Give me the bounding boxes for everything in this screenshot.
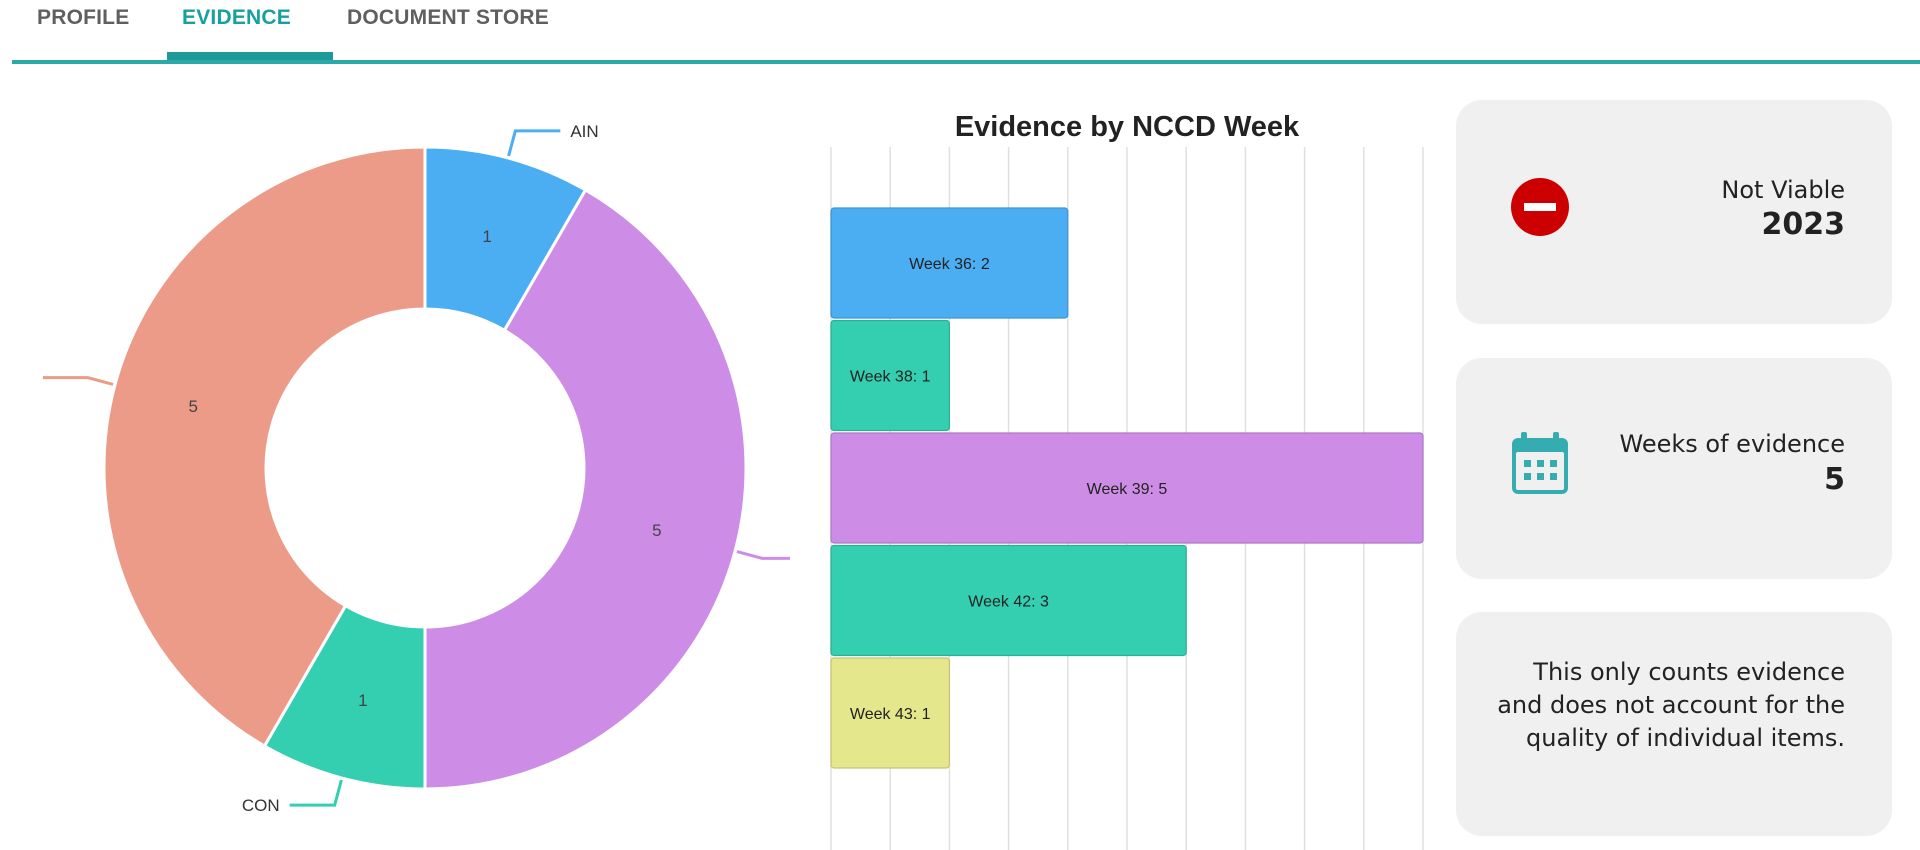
donut-value-label: 5 (652, 521, 661, 540)
donut-leader-line (289, 779, 343, 807)
donut-slice (423, 188, 748, 791)
donut-leader-line (42, 376, 114, 386)
bar (830, 544, 1187, 657)
bar-label: Week 38: 1 (850, 369, 931, 386)
no-entry-icon (1511, 178, 1569, 236)
bar (830, 657, 951, 769)
donut-category-label: CON (242, 796, 280, 815)
tab-evidence[interactable]: EVIDENCE (182, 6, 291, 29)
disclaimer-card: This only counts evidence and does not a… (1456, 612, 1892, 836)
bar-label: Week 36: 2 (909, 256, 990, 273)
donut-category-label: AIN (570, 122, 598, 141)
donut-value-label: 5 (188, 397, 197, 416)
viability-label: Not Viable (1721, 176, 1845, 204)
active-tab-indicator (167, 52, 333, 60)
donut-value-label: 1 (358, 691, 367, 710)
bar-label: Week 43: 1 (850, 706, 931, 723)
donut-slice (102, 145, 427, 748)
tab-profile[interactable]: PROFILE (37, 6, 130, 29)
evidence-donut-chart: 1 AIN 5 1 CON 5 (42, 122, 790, 815)
donut-leader-line (507, 129, 561, 157)
tab-bar: PROFILE EVIDENCE DOCUMENT STORE (12, 0, 1920, 64)
calendar-icon (1512, 432, 1568, 494)
donut-value-label: 1 (482, 227, 491, 246)
weeks-count: 5 (1824, 462, 1845, 497)
bar (830, 207, 1069, 319)
donut-leader-line (736, 550, 790, 560)
weeks-of-evidence-card: Weeks of evidence 5 (1456, 358, 1892, 579)
evidence-by-week-bar-chart: Evidence by NCCD Week Week 36: 2 Week 38: … (830, 111, 1424, 850)
viability-card: Not Viable 2023 (1456, 100, 1892, 324)
bar (830, 319, 951, 432)
tab-document-store[interactable]: DOCUMENT STORE (347, 6, 549, 29)
weeks-label: Weeks of evidence (1619, 430, 1845, 458)
bar (830, 432, 1424, 544)
disclaimer-text: This only counts evidence and does not a… (1497, 658, 1845, 752)
chart-title: Evidence by NCCD Week (955, 111, 1300, 143)
bar-label: Week 42: 3 (968, 594, 1049, 611)
bar-label: Week 39: 5 (1087, 481, 1168, 498)
viability-year: 2023 (1761, 207, 1846, 242)
